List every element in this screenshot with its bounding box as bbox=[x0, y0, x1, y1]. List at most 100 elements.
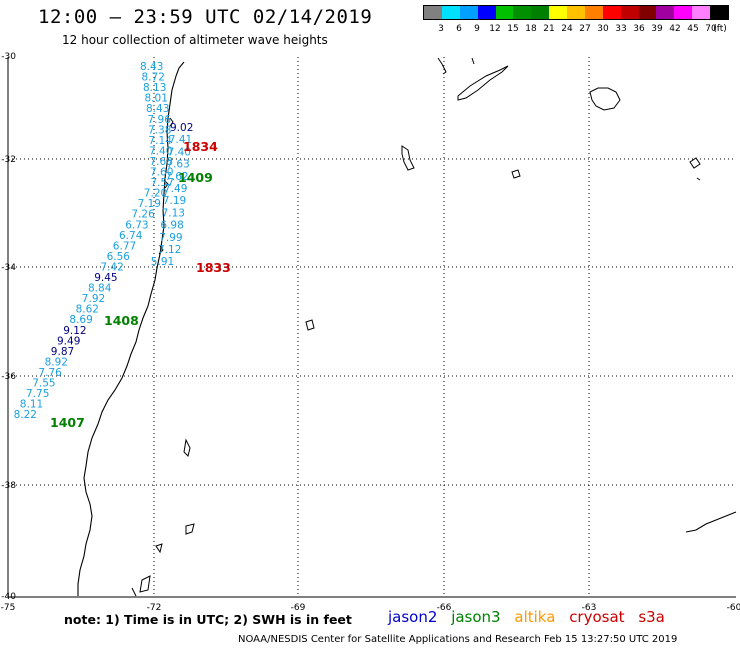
wave-height-value: 7.60 bbox=[150, 167, 173, 179]
legend-label: 33 bbox=[615, 24, 627, 34]
wave-height-value: 8.62 bbox=[76, 304, 99, 316]
legend-swatch bbox=[602, 6, 621, 19]
legend-label: 18 bbox=[525, 24, 537, 34]
longitude-label: -66 bbox=[437, 603, 452, 613]
pass-time-label: 1407 bbox=[50, 415, 85, 430]
legend-label: 24 bbox=[561, 24, 573, 34]
map-subtitle: 12 hour collection of altimeter wave hei… bbox=[62, 33, 328, 47]
legend-swatch bbox=[567, 6, 585, 19]
wave-height-value: 7.12 bbox=[158, 244, 181, 256]
wave-height-value: 6.73 bbox=[125, 219, 148, 231]
wave-height-value: 7.42 bbox=[100, 261, 123, 273]
wave-height-value: 6.74 bbox=[119, 230, 143, 242]
wave-height-value: 6.98 bbox=[160, 220, 183, 232]
latitude-label: -40 bbox=[1, 592, 16, 602]
wave-track-a: 8.438.728.138.018.437.967.387.147.407.68… bbox=[14, 61, 174, 421]
wave-height-value: 7.26 bbox=[131, 209, 155, 221]
legend-label: 42 bbox=[669, 24, 681, 34]
wave-height-value: 7.99 bbox=[159, 232, 182, 244]
satellite-jason3: jason3 bbox=[451, 608, 501, 626]
wave-height-value: 6.56 bbox=[107, 251, 131, 263]
wave-height-value: 7.75 bbox=[26, 388, 49, 400]
legend-label: 30 bbox=[597, 24, 609, 34]
legend-swatch bbox=[531, 6, 550, 19]
satellite-legend: jason2 jason3 altika cryosat s3a bbox=[388, 608, 674, 626]
wave-height-value: 7.40 bbox=[168, 146, 191, 158]
longitude-label: -72 bbox=[147, 603, 162, 613]
small-lake-3 bbox=[689, 157, 701, 181]
wave-height-value: 7.62 bbox=[165, 171, 188, 183]
legend-label: 15 bbox=[507, 24, 519, 34]
wave-height-value: 8.69 bbox=[69, 314, 92, 326]
satellite-s3a: s3a bbox=[638, 608, 665, 626]
wave-height-value: 8.72 bbox=[142, 72, 165, 84]
wave-height-value: 9.49 bbox=[57, 335, 80, 347]
map-grid bbox=[8, 57, 736, 597]
satellite-cryosat: cryosat bbox=[569, 608, 625, 626]
wave-height-value: 7.13 bbox=[162, 207, 185, 219]
wave-height-value: 8.01 bbox=[145, 93, 168, 105]
legend-label: 27 bbox=[579, 24, 591, 34]
wave-height-value: 8.11 bbox=[20, 399, 43, 411]
pass-time-label: 1833 bbox=[196, 260, 231, 275]
south-atlantic-coast bbox=[685, 511, 737, 533]
wave-height-value: 9.12 bbox=[63, 325, 86, 337]
wave-height-value: 7.55 bbox=[32, 378, 55, 390]
wave-height-value: 8.43 bbox=[146, 103, 169, 115]
wave-height-value: 7.68 bbox=[150, 156, 173, 168]
legend-swatch bbox=[656, 6, 675, 19]
wave-height-value: 8.13 bbox=[143, 82, 166, 94]
footer-credit: NOAA/NESDIS Center for Satellite Applica… bbox=[238, 634, 678, 645]
wave-height-legend: 3 6 9 12 15 18 21 24 27 30 33 36 39 42 45 70 (ft) bbox=[423, 5, 729, 39]
chile-coastline bbox=[77, 61, 185, 596]
legend-swatches bbox=[423, 5, 729, 20]
legend-swatch bbox=[620, 6, 639, 19]
lakes-south bbox=[131, 523, 195, 597]
small-lake-1 bbox=[401, 145, 415, 171]
wave-height-value: 7.41 bbox=[169, 134, 192, 146]
latitude-labels: -30 -32 -34 -36 -38 -40 bbox=[1, 52, 16, 602]
longitude-label: -75 bbox=[1, 603, 16, 613]
lake-feature bbox=[589, 87, 621, 111]
legend-swatch bbox=[513, 6, 532, 19]
wave-height-value: 7.20 bbox=[144, 188, 167, 200]
wave-height-value: 7.40 bbox=[149, 145, 172, 157]
latitude-label: -36 bbox=[1, 372, 16, 382]
longitude-label: -60 bbox=[727, 603, 740, 613]
wave-height-value: 9.45 bbox=[94, 272, 117, 284]
wave-height-value: 7.63 bbox=[166, 159, 189, 171]
legend-swatch bbox=[549, 6, 567, 19]
wave-height-value: 6.77 bbox=[113, 240, 136, 252]
small-lake-2 bbox=[511, 169, 521, 179]
legend-label: 45 bbox=[687, 24, 699, 34]
latitude-label: -30 bbox=[1, 52, 16, 62]
wave-height-value: 7.96 bbox=[148, 114, 172, 126]
coast-bay-detail bbox=[158, 117, 174, 255]
legend-label: 21 bbox=[543, 24, 555, 34]
longitude-label: -69 bbox=[291, 603, 306, 613]
legend-swatch bbox=[710, 6, 728, 19]
wave-height-value: 7.76 bbox=[38, 367, 62, 379]
latitude-label: -34 bbox=[1, 263, 16, 273]
legend-swatch bbox=[477, 6, 496, 19]
pass-time-labels: 1834 1409 1833 1408 1407 bbox=[50, 139, 231, 430]
legend-labels: 3 6 9 12 15 18 21 24 27 30 33 36 39 42 45 70 (ft) bbox=[423, 24, 729, 36]
latitude-label: -38 bbox=[1, 481, 16, 491]
wave-height-value: 8.92 bbox=[45, 356, 68, 368]
legend-label: 9 bbox=[474, 24, 480, 34]
wave-height-value: 7.92 bbox=[82, 293, 105, 305]
island-bay bbox=[437, 57, 475, 75]
latitude-label: -32 bbox=[1, 155, 16, 165]
wave-height-value: 8.22 bbox=[14, 409, 37, 421]
legend-swatch bbox=[638, 6, 657, 19]
wave-track-b: 9.027.417.407.637.627.497.197.136.987.99… bbox=[151, 122, 194, 268]
legend-swatch bbox=[584, 6, 603, 19]
legend-label: 36 bbox=[633, 24, 645, 34]
legend-label: 6 bbox=[456, 24, 462, 34]
legend-swatch bbox=[692, 6, 710, 19]
small-lake-5 bbox=[183, 438, 191, 457]
wave-height-value: 9.87 bbox=[51, 346, 74, 358]
wave-height-value: 9.02 bbox=[170, 122, 193, 134]
longitude-label: -63 bbox=[582, 603, 597, 613]
wave-height-value: 8.84 bbox=[88, 283, 112, 295]
